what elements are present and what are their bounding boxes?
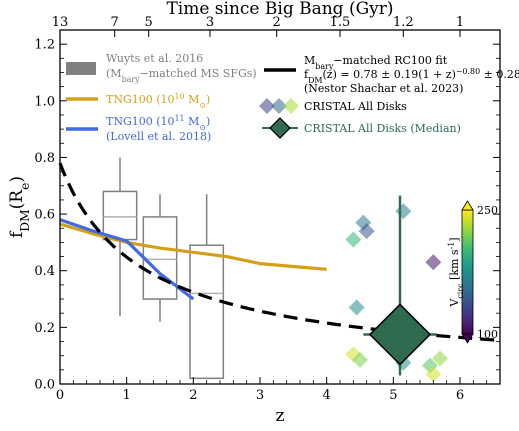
cristal-disk-point <box>425 254 442 271</box>
top-tick-label: 5 <box>145 15 153 30</box>
y-tick-label: 0.8 <box>34 151 55 166</box>
y-tick-label: 0.6 <box>34 208 55 223</box>
y-tick-label: 0.4 <box>34 264 55 279</box>
legend-swatch-diamond <box>283 98 299 114</box>
box-body <box>102 190 138 241</box>
legend-label: Mbary−matched RC100 fit <box>304 54 448 71</box>
box-2 <box>189 194 225 380</box>
top-tick-label: 7 <box>111 15 119 30</box>
top-tick-label: 1 <box>456 15 464 30</box>
top-tick-label: 2 <box>273 15 281 30</box>
plot-frame <box>59 29 501 385</box>
y-axis-label: fDM(Re) <box>7 176 32 238</box>
box-body <box>142 216 178 300</box>
box-plots <box>102 157 225 380</box>
colorbar-label: Vcirc [km s-1] <box>447 237 465 307</box>
top-axis-label: Time since Big Bang (Gyr) <box>166 0 393 19</box>
top-tick-label: 1.5 <box>330 15 351 30</box>
cristal-median <box>363 195 437 376</box>
legend-label: CRISTAL All Disks <box>304 100 407 113</box>
legend-swatch-diamond <box>259 98 275 114</box>
x-tick-label: 2 <box>189 388 197 403</box>
y-tick-label: 1.2 <box>34 38 55 53</box>
legend-label: (Mbary−matched MS SFGs) <box>106 67 257 84</box>
x-tick-label: 6 <box>456 388 464 403</box>
legend-label: CRISTAL All Disks (Median) <box>304 122 461 135</box>
x-tick-label: 0 <box>56 388 64 403</box>
legend-label: TNG100 (1011 M⊙) <box>106 114 210 132</box>
series-line-2 <box>58 162 501 342</box>
colorbar-bar <box>461 209 474 335</box>
series-lines <box>58 162 501 342</box>
legend-swatch-diamond <box>271 98 287 114</box>
legend-swatch-median <box>269 117 291 139</box>
legend-label: TNG100 (1010 M⊙) <box>106 92 210 110</box>
box-1 <box>142 194 178 322</box>
colorbar-tick-label: 250 <box>477 204 498 217</box>
cristal-disk-point <box>432 350 448 367</box>
cristal-disk-point <box>352 351 368 368</box>
legend: Wuyts et al. 2016 (Mbary−matched MS SFGs)… <box>66 52 519 143</box>
y-tick-label: 0.0 <box>34 378 55 393</box>
top-tick-label: 3 <box>206 15 214 30</box>
legend-swatch-box <box>66 62 96 75</box>
cristal-disk-point <box>395 203 412 220</box>
top-tick-label: 13 <box>52 15 69 30</box>
top-tick-label: 1.2 <box>393 15 414 30</box>
x-tick-label: 3 <box>256 388 264 403</box>
series-line-0 <box>59 222 327 271</box>
y-tick-label: 0.2 <box>34 321 55 336</box>
x-tick-label: 4 <box>323 388 331 403</box>
colorbar-arrow-bottom <box>461 333 474 344</box>
cristal-disk-point <box>345 231 362 248</box>
cristal-disk-point <box>425 366 442 383</box>
x-tick-label: 1 <box>123 388 131 403</box>
legend-label: (Nestor Shachar et al. 2023) <box>304 82 463 95</box>
box-body <box>189 244 225 380</box>
colorbar: 100 250 Vcirc [km s-1] <box>447 200 498 344</box>
legend-label: Wuyts et al. 2016 <box>106 52 203 65</box>
series-line-1 <box>59 218 195 301</box>
axes: 0 1 2 3 4 5 6 0.0 0.2 0.4 0.6 0.8 1.0 1.2 13 7 5 3 2 1.5 1.2… <box>7 0 501 426</box>
y-tick-label: 1.0 <box>34 94 55 109</box>
colorbar-arrow-top <box>461 200 474 211</box>
cristal-disk-point <box>348 299 365 316</box>
cristal-disk-point <box>358 223 375 240</box>
colorbar-tick-label: 100 <box>477 328 498 341</box>
legend-label: (Lovell et al. 2018) <box>106 130 211 143</box>
x-tick-label: 5 <box>389 388 397 403</box>
legend-label: fDM(z) = 0.78 ± 0.19(1 + z)−0.80 ± 0.28) <box>304 67 519 85</box>
x-axis-label: z <box>276 406 285 426</box>
median-diamond <box>368 303 432 366</box>
